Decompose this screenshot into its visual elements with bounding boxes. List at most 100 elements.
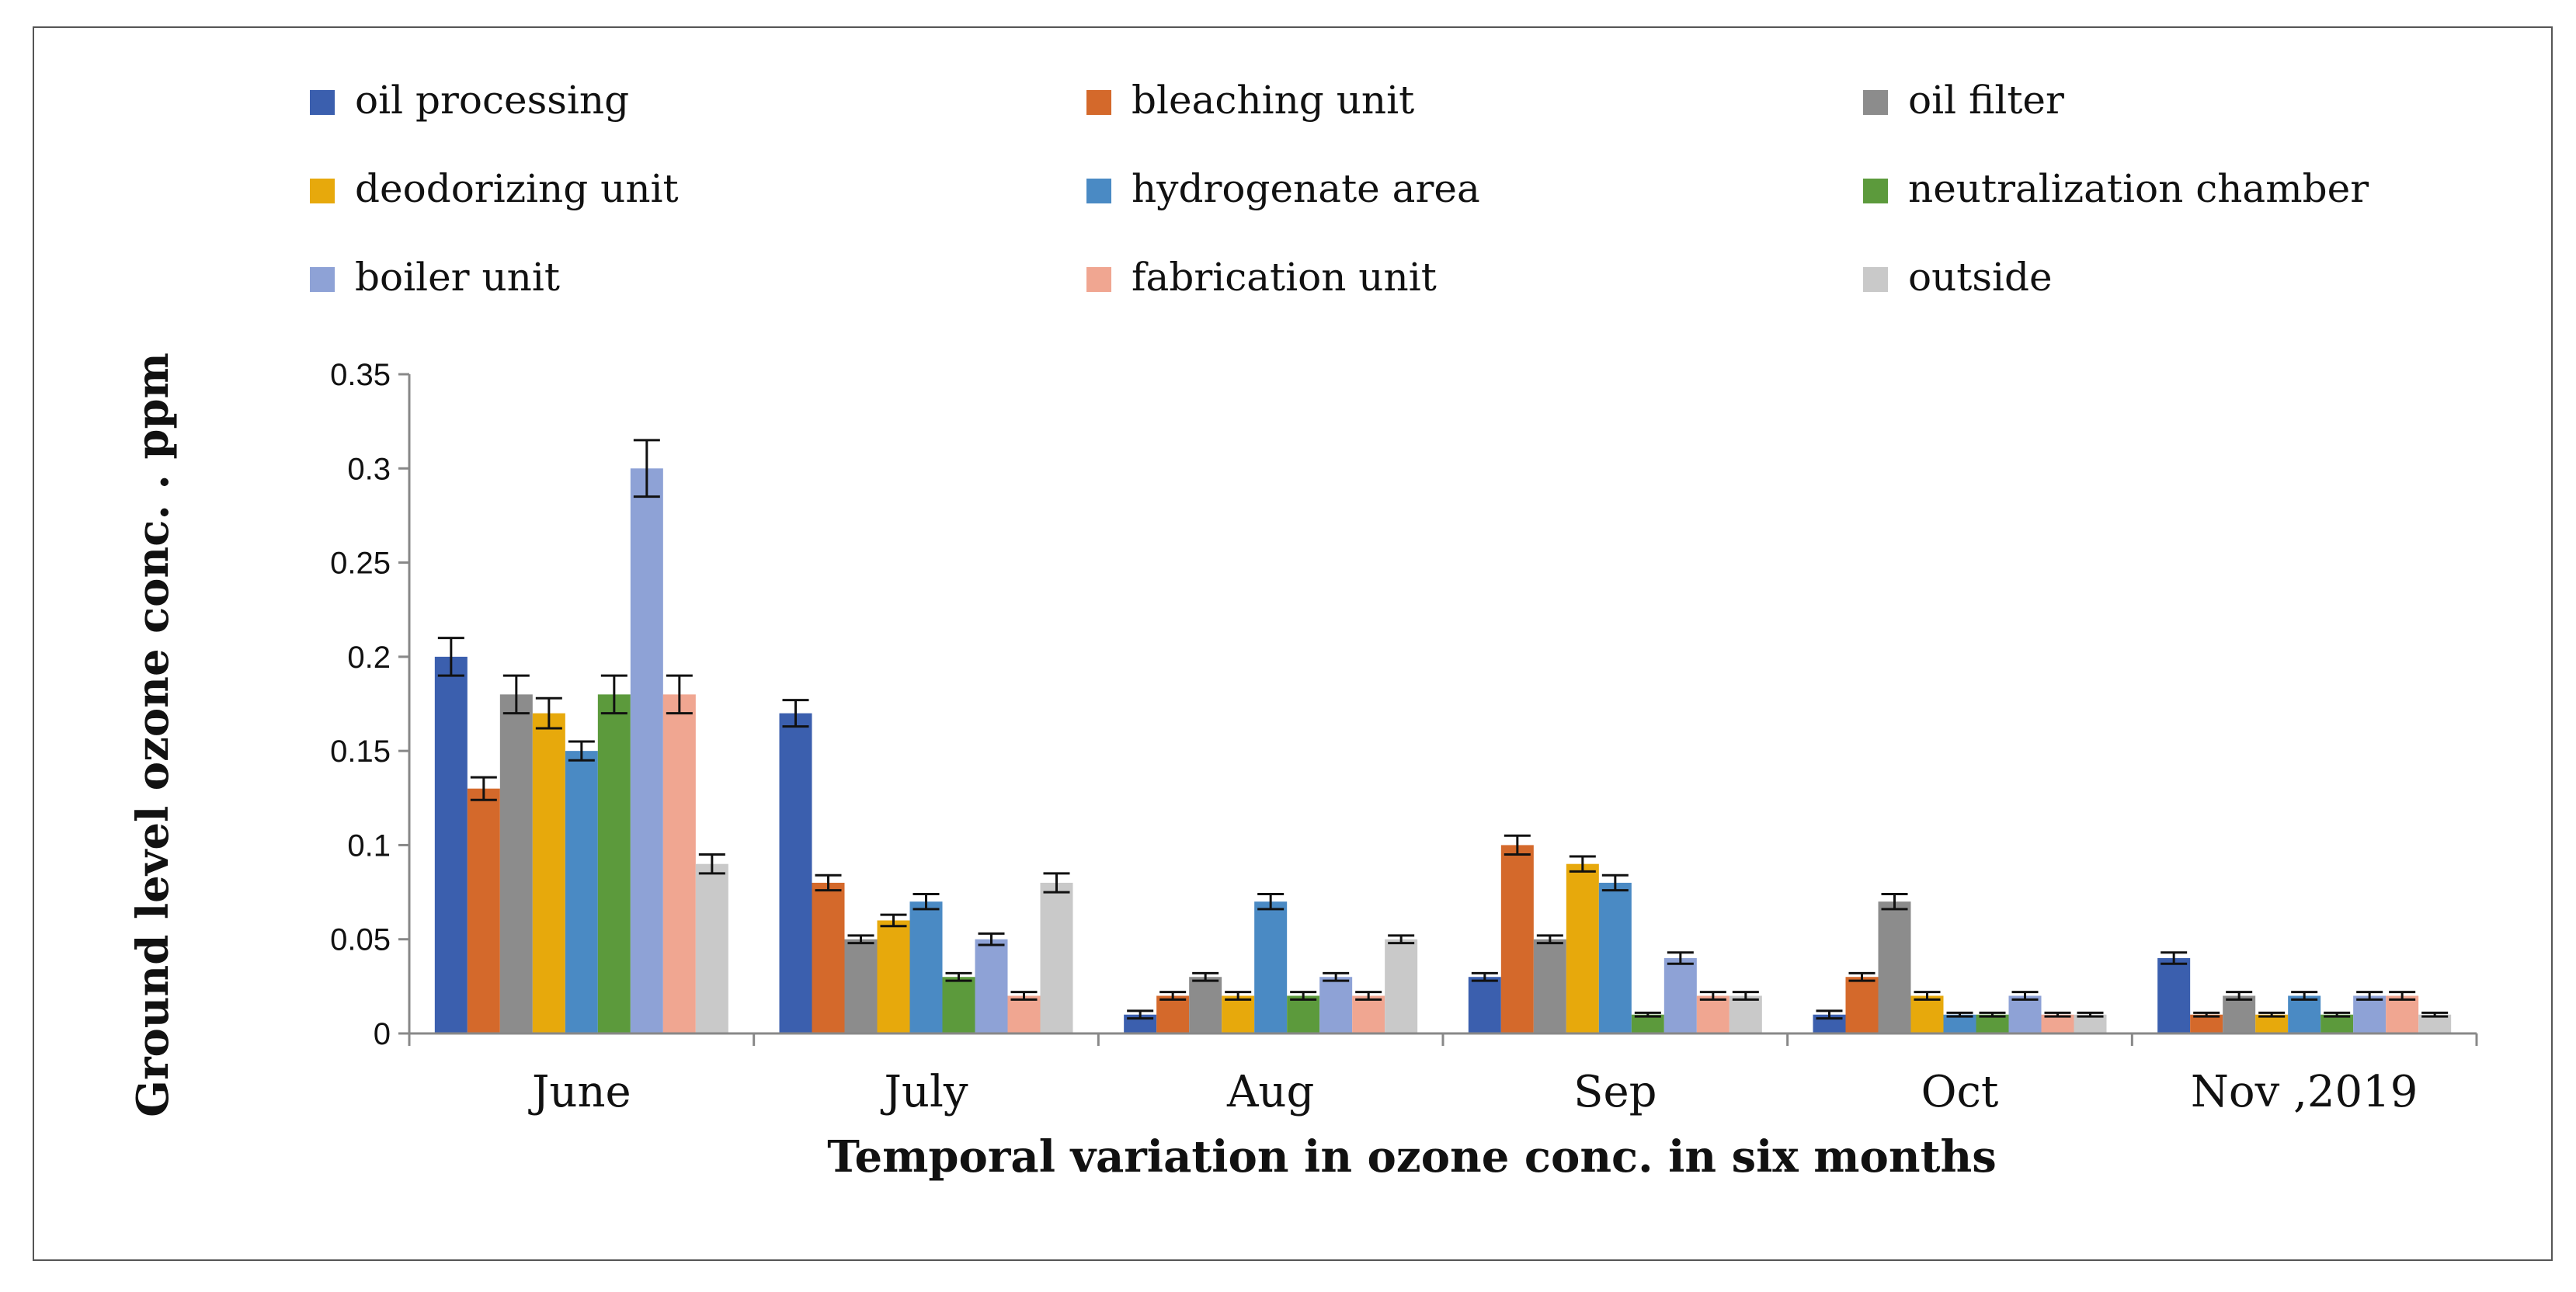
bar bbox=[1696, 995, 1730, 1033]
error-bar bbox=[1290, 991, 1317, 1001]
bar bbox=[1500, 845, 1534, 1033]
bar bbox=[1156, 995, 1190, 1033]
error-bar bbox=[2077, 1011, 2104, 1018]
bar bbox=[2157, 957, 2191, 1033]
bar bbox=[2008, 995, 2042, 1033]
error-bar bbox=[1192, 971, 1219, 982]
bar bbox=[1663, 957, 1697, 1033]
error-bar bbox=[1946, 1011, 1973, 1018]
error-bar bbox=[2324, 1011, 2351, 1018]
error-bar bbox=[666, 674, 693, 715]
legend-label: oil processing bbox=[355, 78, 629, 123]
bar bbox=[779, 713, 812, 1033]
legend-swatch bbox=[310, 90, 335, 115]
legend-item: fabrication unit bbox=[1086, 255, 1437, 300]
x-axis-title: Temporal variation in ozone conc. in six… bbox=[827, 1131, 1996, 1183]
bar bbox=[2418, 1014, 2452, 1033]
legend-swatch bbox=[310, 267, 335, 292]
legend-item: neutralization chamber bbox=[1863, 166, 2369, 211]
error-bar bbox=[1979, 1011, 2006, 1018]
bar bbox=[2190, 1014, 2223, 1033]
legend-item: oil filter bbox=[1863, 78, 2064, 123]
chart-frame: oil processing bleaching unit oil filter de… bbox=[33, 26, 2553, 1261]
error-bar bbox=[1816, 1009, 1843, 1020]
bar bbox=[662, 694, 696, 1033]
error-bar bbox=[1388, 934, 1415, 945]
bar bbox=[1878, 901, 1911, 1033]
bar bbox=[630, 468, 663, 1033]
error-bar bbox=[1699, 991, 1726, 1001]
error-bar bbox=[2226, 991, 2253, 1001]
legend-item: hydrogenate area bbox=[1086, 166, 1480, 211]
y-tick-label: 0.2 bbox=[347, 641, 391, 675]
error-bar bbox=[633, 439, 660, 498]
legend-label: hydrogenate area bbox=[1132, 166, 1480, 211]
bar bbox=[1729, 995, 1762, 1033]
error-bar bbox=[945, 971, 972, 982]
bar bbox=[812, 882, 845, 1033]
bar bbox=[1598, 882, 1632, 1033]
error-bar bbox=[2161, 951, 2188, 965]
legend-label: bleaching unit bbox=[1132, 78, 1414, 123]
y-tick-label: 0.3 bbox=[347, 452, 391, 486]
bar bbox=[532, 713, 565, 1033]
x-tick-label: Oct bbox=[1921, 1067, 1999, 1117]
error-bar bbox=[1667, 951, 1694, 965]
error-bar bbox=[1471, 971, 1498, 982]
error-bar bbox=[1010, 991, 1038, 1001]
legend-label: outside bbox=[1908, 255, 2053, 300]
error-bar bbox=[847, 934, 874, 945]
x-tick-label: June bbox=[528, 1067, 631, 1117]
error-bar bbox=[1323, 971, 1350, 982]
x-tick-label: Nov ,2019 bbox=[2191, 1067, 2418, 1117]
error-bar bbox=[815, 873, 842, 892]
error-bar bbox=[2044, 1011, 2071, 1018]
bar bbox=[1976, 1014, 2009, 1033]
y-tick-label: 0.35 bbox=[330, 358, 391, 392]
error-bar bbox=[2193, 1011, 2220, 1018]
bar bbox=[909, 901, 943, 1033]
bar bbox=[1287, 995, 1320, 1033]
legend-item: bleaching unit bbox=[1086, 78, 1414, 123]
y-axis-title: Ground level ozone conc. . ppm bbox=[127, 353, 179, 1117]
error-bar bbox=[698, 853, 725, 875]
bar bbox=[2223, 995, 2256, 1033]
legend-swatch bbox=[1086, 90, 1111, 115]
bar bbox=[942, 977, 975, 1033]
legend-item: deodorizing unit bbox=[310, 166, 679, 211]
error-bar bbox=[1914, 991, 1941, 1001]
error-bar bbox=[1536, 934, 1563, 945]
error-bar bbox=[1732, 991, 1759, 1001]
x-tick-label: July bbox=[880, 1067, 968, 1117]
bar bbox=[2288, 995, 2321, 1033]
error-bar bbox=[1569, 855, 1596, 873]
legend-swatch bbox=[310, 179, 335, 203]
bar bbox=[1468, 977, 1501, 1033]
bar bbox=[1533, 939, 1566, 1033]
error-bar bbox=[502, 674, 530, 715]
bar bbox=[2320, 1014, 2354, 1033]
bar bbox=[1319, 977, 1353, 1033]
error-bar bbox=[2389, 991, 2416, 1001]
legend-item: boiler unit bbox=[310, 255, 560, 300]
error-bar bbox=[1043, 872, 1070, 894]
bar bbox=[975, 939, 1008, 1033]
bar bbox=[2255, 1014, 2289, 1033]
y-tick-label: 0.1 bbox=[347, 828, 391, 863]
legend: oil processing bleaching unit oil filter de… bbox=[310, 78, 2369, 300]
bar bbox=[434, 656, 468, 1033]
y-axis: 0 0.05 0.1 0.15 0.2 0.25 0.3 0.35 bbox=[330, 358, 411, 1051]
y-tick-label: 0.15 bbox=[330, 735, 391, 769]
legend-item: oil processing bbox=[310, 78, 629, 123]
bar bbox=[1352, 995, 1385, 1033]
error-bar bbox=[2421, 1011, 2449, 1018]
error-bar bbox=[1159, 991, 1187, 1001]
bar bbox=[2074, 1014, 2107, 1033]
legend-label: boiler unit bbox=[355, 255, 560, 300]
error-bar bbox=[1848, 971, 1876, 982]
bar bbox=[499, 694, 533, 1033]
error-bar bbox=[1634, 1011, 1661, 1018]
bar bbox=[467, 788, 500, 1033]
legend-swatch bbox=[1863, 267, 1888, 292]
bar bbox=[1254, 901, 1288, 1033]
